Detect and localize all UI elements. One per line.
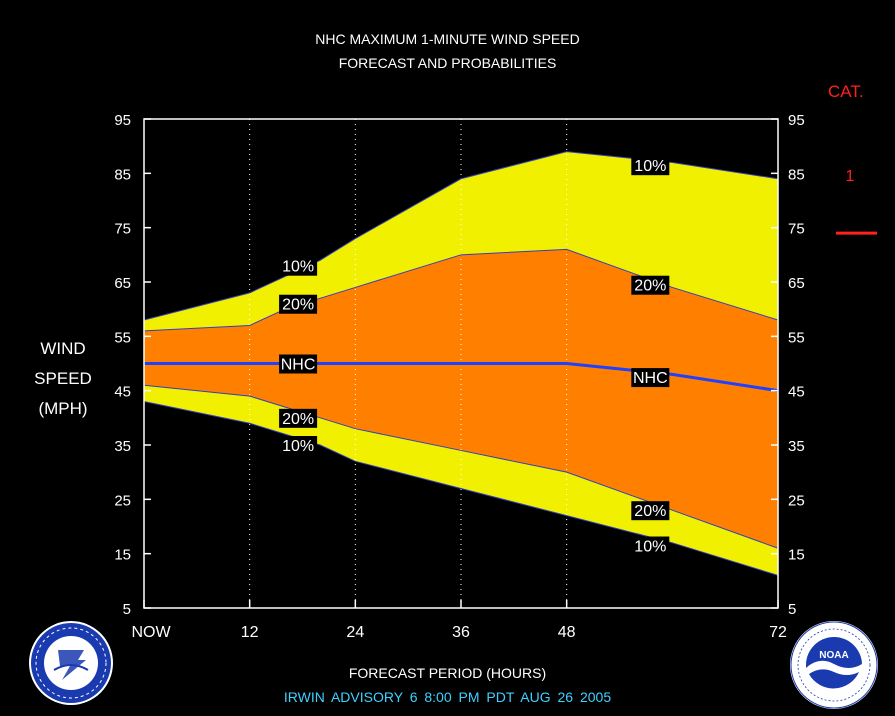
x-tick-label: 72	[769, 624, 787, 641]
chart-title: NHC MAXIMUM 1-MINUTE WIND SPEED	[315, 31, 580, 47]
x-tick-label: 48	[558, 624, 576, 641]
y-tick-label-left: 15	[114, 547, 131, 564]
x-tick-label: 12	[241, 624, 259, 641]
annotation-box	[631, 536, 670, 556]
advisory-info: IRWIN ADVISORY 6 8:00 PM PDT AUG 26 2005	[283, 689, 612, 705]
annotation-label: 20%	[634, 278, 666, 295]
annotation-box	[631, 156, 670, 176]
annotation-box	[631, 501, 670, 521]
x-tick-label: 24	[346, 624, 364, 641]
annotation-box	[279, 408, 318, 428]
y-tick-label-left: 95	[114, 112, 131, 129]
y-axis-label-line2: SPEED	[34, 369, 92, 388]
y-tick-label-right: 25	[788, 492, 805, 509]
series-line-lower-20pct	[143, 384, 779, 549]
noaa-logo: NOAA	[790, 621, 878, 709]
annotation-label: 10%	[282, 259, 314, 276]
x-tick-label: 36	[452, 624, 470, 641]
y-tick-label-right: 65	[788, 275, 805, 292]
category-label: CAT.	[828, 82, 864, 101]
annotation-label: 20%	[282, 297, 314, 314]
y-tick-label-right: 85	[788, 166, 805, 183]
y-tick-label-left: 25	[114, 492, 131, 509]
noaa-logo-text: NOAA	[819, 650, 848, 661]
y-tick-label-right: 5	[788, 601, 796, 618]
y-tick-label-right: 15	[788, 547, 805, 564]
annotation-box	[279, 294, 318, 314]
y-tick-label-left: 35	[114, 438, 131, 455]
y-tick-label-left: 5	[123, 601, 131, 618]
y-tick-label-left: 85	[114, 166, 131, 183]
annotation-box	[279, 256, 318, 276]
chart-subtitle: FORECAST AND PROBABILITIES	[338, 55, 557, 71]
y-tick-label-right: 35	[788, 438, 805, 455]
x-tick-label: NOW	[131, 624, 171, 641]
annotation-label: NHC	[281, 357, 316, 374]
annotation-box	[631, 275, 670, 295]
annotation-label: 10%	[634, 539, 666, 556]
series-line-upper-20pct	[143, 248, 779, 332]
x-axis-label: FORECAST PERIOD (HOURS)	[348, 665, 547, 681]
y-tick-label-right: 75	[788, 221, 805, 238]
annotation-label: 10%	[634, 158, 666, 175]
y-tick-label-right: 45	[788, 384, 805, 401]
annotation-label: NHC	[633, 370, 668, 387]
annotation-box	[631, 368, 670, 388]
annotation-box	[279, 436, 318, 455]
annotation-label: 20%	[634, 503, 666, 520]
y-tick-label-left: 55	[114, 329, 131, 346]
y-axis-label-line1: WIND	[40, 339, 86, 358]
y-tick-label-left: 45	[114, 384, 131, 401]
category-level-label: 1	[846, 168, 855, 185]
band-20-percent	[144, 249, 778, 549]
series-line-lower-10pct	[143, 401, 779, 576]
y-tick-label-right: 95	[788, 112, 805, 129]
y-tick-label-left: 75	[114, 221, 131, 238]
annotation-label: 10%	[282, 438, 314, 455]
series-line-nhc	[144, 362, 779, 393]
y-axis-label-line3: (MPH)	[38, 399, 88, 418]
annotation-labels: 10% 20% NHC 20% 10% 10% 20% NHC 20% 10%	[279, 156, 670, 556]
annotation-box	[279, 354, 318, 374]
category-scale: 1	[836, 168, 877, 235]
y-tick-label-left: 65	[114, 275, 131, 292]
nws-logo	[29, 621, 113, 705]
y-tick-label-right: 55	[788, 329, 805, 346]
annotation-label: 20%	[282, 411, 314, 428]
